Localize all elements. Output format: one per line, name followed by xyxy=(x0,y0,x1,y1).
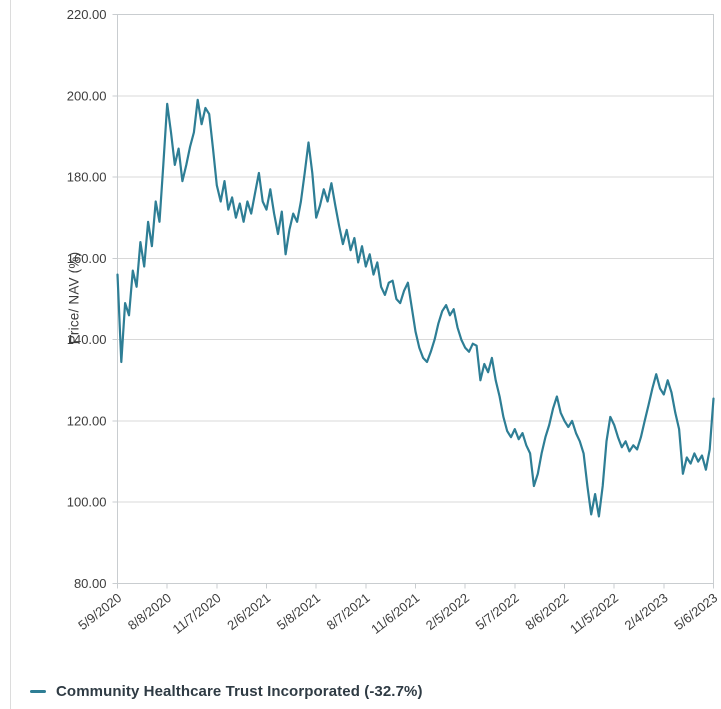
x-tick-label: 8/8/2020 xyxy=(125,590,174,633)
x-tick-label: 8/7/2021 xyxy=(324,590,373,633)
x-tick-label: 5/6/2023 xyxy=(671,590,720,633)
x-tick-label: 8/6/2022 xyxy=(522,590,571,633)
x-tick-label: 2/6/2021 xyxy=(224,590,273,633)
x-tick-label: 5/9/2020 xyxy=(75,590,124,633)
y-tick-label: 180.00 xyxy=(67,170,107,185)
y-tick-label: 80.00 xyxy=(74,576,107,591)
legend-label: Community Healthcare Trust Incorporated … xyxy=(56,683,423,700)
y-tick-label: 200.00 xyxy=(67,88,107,103)
x-tick-label: 11/7/2020 xyxy=(170,590,224,637)
legend-line-marker xyxy=(30,689,46,694)
y-tick-label: 100.00 xyxy=(67,495,107,510)
y-tick-label: 120.00 xyxy=(67,413,107,428)
y-tick-label: 140.00 xyxy=(67,332,107,347)
x-tick-label: 5/7/2022 xyxy=(473,590,522,633)
x-tick-label: 11/5/2022 xyxy=(567,590,621,637)
x-tick-label: 2/5/2022 xyxy=(423,590,472,633)
x-tick-label: 5/8/2021 xyxy=(274,590,323,633)
series-line xyxy=(116,98,715,518)
x-tick-label: 2/4/2023 xyxy=(622,590,671,633)
card-left-border xyxy=(10,0,11,709)
y-tick-label: 160.00 xyxy=(67,251,107,266)
plot-border xyxy=(117,14,714,584)
legend: Community Healthcare Trust Incorporated … xyxy=(30,683,423,700)
y-tick-label: 220.00 xyxy=(67,7,107,22)
x-tick-label: 11/6/2021 xyxy=(368,590,422,637)
